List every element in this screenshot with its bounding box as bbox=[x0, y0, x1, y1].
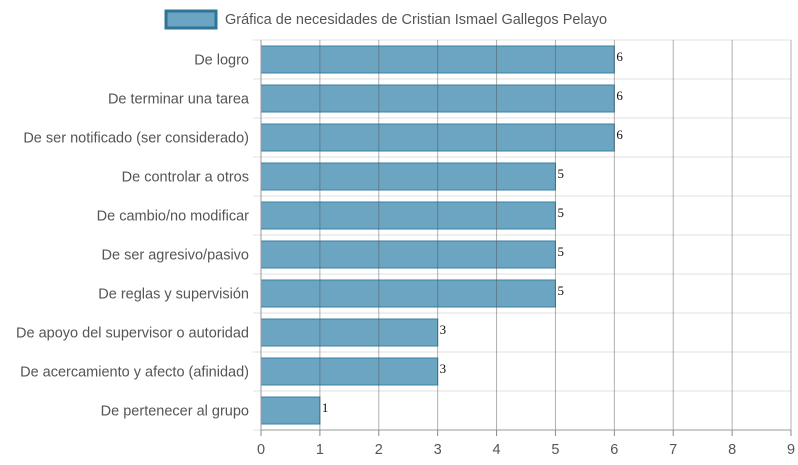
data-label: 5 bbox=[557, 244, 564, 259]
x-tick-label: 1 bbox=[316, 442, 324, 458]
data-label: 3 bbox=[440, 322, 447, 337]
bar[interactable] bbox=[260, 396, 321, 425]
bar[interactable] bbox=[260, 279, 556, 308]
category-label: De pertenecer al grupo bbox=[101, 404, 249, 420]
data-label: 6 bbox=[616, 88, 623, 103]
x-tick-label: 7 bbox=[669, 442, 677, 458]
x-tick-label: 2 bbox=[375, 442, 383, 458]
x-tick-label: 9 bbox=[787, 442, 795, 458]
x-tick-label: 8 bbox=[728, 442, 736, 458]
x-tick-label: 4 bbox=[493, 442, 501, 458]
x-tick-label: 0 bbox=[257, 442, 265, 458]
x-axis-ticks: 0 1 2 3 4 5 6 7 8 9 bbox=[257, 430, 795, 458]
chart-legend[interactable]: Gráfica de necesidades de Cristian Ismae… bbox=[164, 9, 607, 30]
category-label: De cambio/no modificar bbox=[97, 209, 249, 225]
data-label: 5 bbox=[557, 166, 564, 181]
category-label: De reglas y supervisión bbox=[98, 287, 249, 303]
x-tick-label: 6 bbox=[610, 442, 618, 458]
y-axis-labels: De logro De terminar una tarea De ser noti… bbox=[16, 53, 250, 420]
category-label: De logro bbox=[194, 53, 249, 69]
bar[interactable] bbox=[260, 318, 439, 347]
data-label: 1 bbox=[322, 400, 329, 415]
category-label: De ser agresivo/pasivo bbox=[102, 248, 250, 264]
x-tick-label: 5 bbox=[551, 442, 559, 458]
data-label: 6 bbox=[616, 49, 623, 64]
category-label: De apoyo del supervisor o autoridad bbox=[16, 326, 249, 342]
bar[interactable] bbox=[260, 357, 439, 386]
category-label: De ser notificado (ser considerado) bbox=[23, 131, 249, 147]
data-label: 5 bbox=[557, 205, 564, 220]
chart-bars bbox=[260, 40, 792, 431]
category-label: De terminar una tarea bbox=[108, 92, 250, 108]
bar[interactable] bbox=[260, 240, 556, 269]
x-tick-label: 3 bbox=[434, 442, 442, 458]
data-labels: 6 6 6 5 5 5 5 3 3 1 bbox=[322, 49, 623, 415]
bar[interactable] bbox=[260, 201, 556, 230]
data-label: 6 bbox=[616, 127, 623, 142]
category-label: De acercamiento y afecto (afinidad) bbox=[20, 365, 249, 381]
category-label: De controlar a otros bbox=[122, 170, 249, 186]
bar[interactable] bbox=[260, 84, 615, 113]
legend-swatch bbox=[164, 9, 218, 30]
bar[interactable] bbox=[260, 45, 615, 74]
data-label: 5 bbox=[557, 283, 564, 298]
data-label: 3 bbox=[440, 361, 447, 376]
bar[interactable] bbox=[260, 162, 556, 191]
legend-series-label: Gráfica de necesidades de Cristian Ismae… bbox=[225, 12, 607, 28]
